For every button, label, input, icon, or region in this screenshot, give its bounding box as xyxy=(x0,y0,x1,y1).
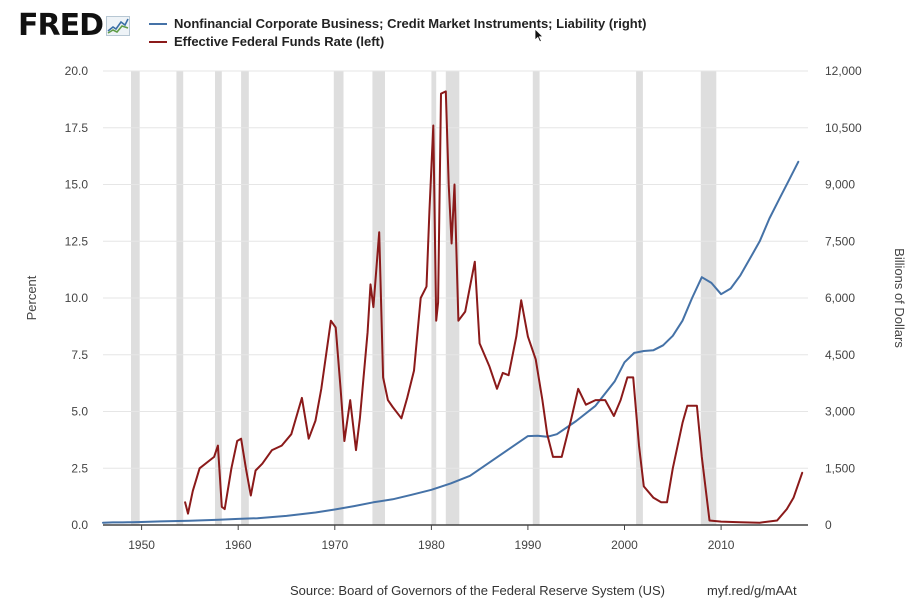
left-tick-label: 5.0 xyxy=(71,405,88,419)
left-tick-label: 0.0 xyxy=(71,518,88,532)
x-tick-label: 1960 xyxy=(225,538,252,552)
axes: 0.0 2.5 5.0 7.5 10.0 12.5 15.0 17.5 20.0 0 1,500 3,… xyxy=(65,64,862,552)
series-line-credit-market xyxy=(102,160,800,524)
right-tick-label: 10,500 xyxy=(825,121,862,135)
left-tick-label: 12.5 xyxy=(65,234,89,248)
fred-logo[interactable]: FRED xyxy=(18,8,130,43)
x-tick-label: 2000 xyxy=(611,538,638,552)
short-link[interactable]: myf.red/g/mAAt xyxy=(707,583,797,598)
left-tick-label: 7.5 xyxy=(71,348,88,362)
legend-label-credit-market: Nonfinancial Corporate Business; Credit … xyxy=(174,16,647,31)
legend-item-credit-market[interactable]: Nonfinancial Corporate Business; Credit … xyxy=(149,16,646,31)
right-tick-label: 3,000 xyxy=(825,405,855,419)
series-lines xyxy=(102,90,804,524)
chart-line-icon xyxy=(106,15,130,36)
legend-swatch-red xyxy=(149,40,167,43)
right-tick-label: 7,500 xyxy=(825,234,855,248)
left-tick-label: 20.0 xyxy=(65,64,89,78)
left-axis-title: Percent xyxy=(24,275,39,320)
right-tick-label: 6,000 xyxy=(825,291,855,305)
source-note: Source: Board of Governors of the Federa… xyxy=(290,583,665,598)
legend-item-fed-funds[interactable]: Effective Federal Funds Rate (left) xyxy=(149,34,384,49)
right-tick-label: 0 xyxy=(825,518,832,532)
legend-swatch-blue xyxy=(149,22,167,25)
mouse-cursor-icon xyxy=(534,28,544,43)
fred-logo-text: FRED xyxy=(18,8,104,43)
right-axis-title: Billions of Dollars xyxy=(892,248,907,348)
legend-label-fed-funds: Effective Federal Funds Rate (left) xyxy=(174,34,385,49)
left-tick-label: 2.5 xyxy=(71,461,88,475)
left-tick-label: 17.5 xyxy=(65,121,89,135)
x-tick-label: 1950 xyxy=(128,538,155,552)
x-tick-label: 1970 xyxy=(321,538,348,552)
gridlines xyxy=(103,70,808,469)
x-tick-label: 1990 xyxy=(515,538,542,552)
chart-area: 0.0 2.5 5.0 7.5 10.0 12.5 15.0 17.5 20.0 0 1,500 3,… xyxy=(24,64,907,552)
x-tick-label: 1980 xyxy=(418,538,445,552)
x-tick-label: 2010 xyxy=(708,538,735,552)
right-tick-label: 9,000 xyxy=(825,178,855,192)
series-line-fed-funds xyxy=(184,90,804,524)
left-tick-label: 15.0 xyxy=(65,178,89,192)
right-tick-label: 1,500 xyxy=(825,461,855,475)
chart-header: FRED Nonfinancial Corporate Business; Cr… xyxy=(0,0,922,62)
left-tick-label: 10.0 xyxy=(65,291,89,305)
right-tick-label: 4,500 xyxy=(825,348,855,362)
right-tick-label: 12,000 xyxy=(825,64,862,78)
